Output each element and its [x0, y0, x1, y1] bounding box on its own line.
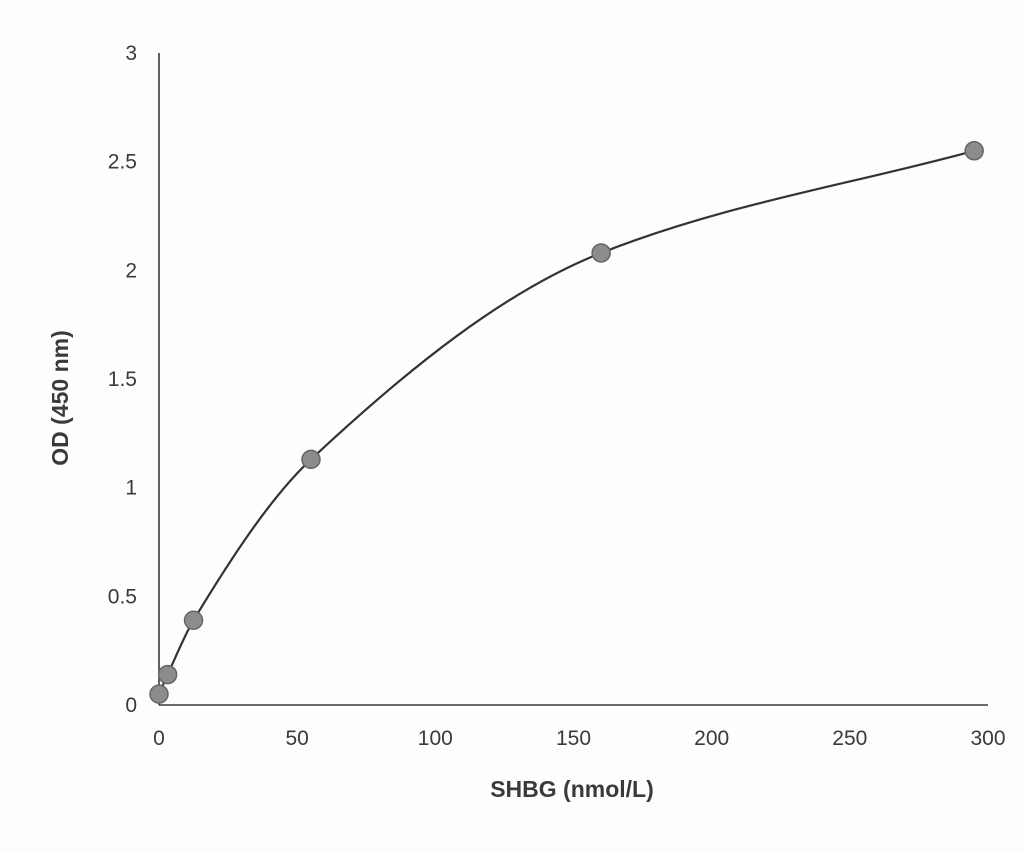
y-tick-label: 0.5 — [108, 585, 137, 608]
data-point — [301, 449, 321, 470]
x-tick-label: 100 — [418, 727, 453, 750]
y-tick-label: 1 — [125, 477, 137, 500]
fit-curve-line — [157, 148, 980, 695]
data-point — [157, 664, 178, 685]
x-tick-label: 150 — [556, 727, 591, 750]
data-markers — [149, 141, 984, 704]
x-tick-label: 0 — [153, 727, 165, 750]
y-tick-label: 0 — [125, 694, 137, 717]
y-tick-label: 2 — [125, 259, 137, 282]
y-tick-label: 1.5 — [108, 368, 137, 391]
data-point — [183, 610, 204, 630]
x-tick-label: 300 — [970, 727, 1005, 750]
data-point — [149, 684, 169, 704]
x-axis-title: SHBG (nmol/L) — [490, 776, 654, 802]
data-point — [964, 141, 984, 161]
y-tick-label: 2.5 — [108, 151, 137, 174]
x-tick-label: 250 — [832, 727, 867, 750]
y-tick-labels: 0 0.5 1 1.5 2 2.5 3 — [108, 42, 137, 717]
x-tick-label: 50 — [285, 727, 308, 750]
y-tick-label: 3 — [125, 42, 137, 65]
x-tick-label: 200 — [694, 727, 729, 750]
x-tick-labels: 0 50 100 150 200 250 300 — [153, 727, 1005, 750]
axes — [158, 53, 988, 706]
y-axis-title: OD (450 nm) — [47, 330, 73, 465]
data-point — [591, 243, 611, 263]
